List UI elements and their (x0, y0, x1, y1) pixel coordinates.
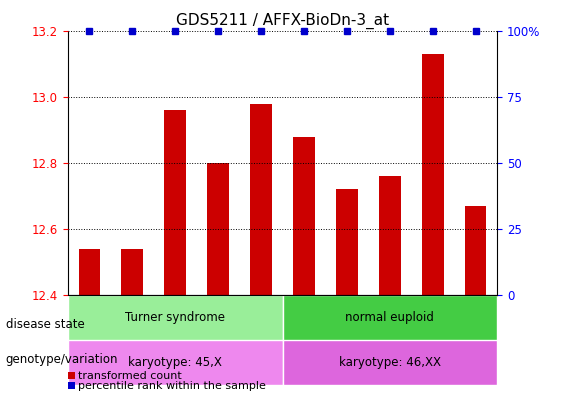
Bar (422, 55, 444, 295)
Bar (79, 249, 100, 295)
Bar (379, 176, 401, 295)
Text: genotype/variation: genotype/variation (6, 353, 118, 366)
Bar (68, 295, 282, 340)
Text: karyotype: 46,XX: karyotype: 46,XX (339, 356, 441, 369)
Bar (250, 104, 272, 295)
Bar (121, 249, 143, 295)
Bar (465, 206, 486, 295)
Bar (336, 189, 358, 295)
Bar (293, 137, 315, 295)
Title: GDS5211 / AFFX-BioDn-3_at: GDS5211 / AFFX-BioDn-3_at (176, 13, 389, 29)
Bar (282, 295, 497, 340)
Text: karyotype: 45,X: karyotype: 45,X (128, 356, 222, 369)
Text: disease state: disease state (6, 318, 84, 331)
Text: normal euploid: normal euploid (345, 311, 434, 324)
Text: Turner syndrome: Turner syndrome (125, 311, 225, 324)
Text: transformed count: transformed count (78, 371, 182, 381)
Bar (68, 340, 282, 385)
Text: percentile rank within the sample: percentile rank within the sample (78, 380, 266, 391)
Bar (207, 163, 229, 295)
Bar (164, 110, 186, 295)
Bar (282, 340, 497, 385)
